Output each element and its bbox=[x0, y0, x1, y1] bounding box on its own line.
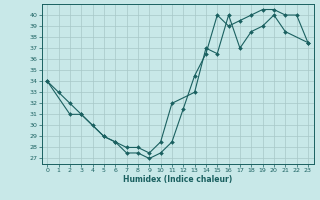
X-axis label: Humidex (Indice chaleur): Humidex (Indice chaleur) bbox=[123, 175, 232, 184]
